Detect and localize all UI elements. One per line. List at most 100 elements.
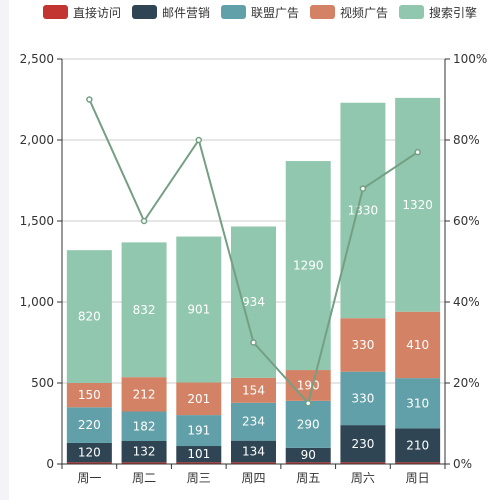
- legend-item[interactable]: 视频广告: [310, 5, 388, 20]
- bar-segment[interactable]: [395, 462, 441, 464]
- line-point[interactable]: [86, 96, 93, 103]
- bar-value-label: 191: [187, 424, 210, 438]
- bar-segment[interactable]: [121, 462, 167, 464]
- bar-segment[interactable]: [285, 400, 331, 448]
- y-tick-label: 2,000: [20, 133, 54, 147]
- bar-value-label: 820: [78, 310, 101, 324]
- bar-segment[interactable]: [66, 442, 112, 463]
- legend-item[interactable]: 联盟广告: [221, 5, 299, 20]
- bar-segment[interactable]: [176, 462, 222, 464]
- bar-segment[interactable]: [121, 242, 167, 378]
- y2-tick-label: 80%: [453, 133, 480, 147]
- bar-segment[interactable]: [340, 425, 386, 463]
- y2-tick-label: 60%: [453, 214, 480, 228]
- bar-value-label: 132: [133, 445, 156, 459]
- legend-label: 搜索引擎: [429, 5, 477, 20]
- line-point[interactable]: [250, 339, 257, 346]
- y-tick-label: 2,500: [20, 52, 54, 66]
- left-edge-strip: [0, 0, 9, 500]
- legend-label: 联盟广告: [251, 6, 299, 20]
- bar-segment[interactable]: [231, 377, 276, 403]
- bar-segment[interactable]: [340, 371, 386, 426]
- bar-value-label: 330: [351, 338, 374, 352]
- legend-item[interactable]: 搜索引擎: [399, 5, 477, 20]
- bar-value-label: 410: [406, 338, 429, 352]
- bar-value-label: 934: [242, 295, 265, 309]
- x-tick-label: 周五: [296, 471, 320, 485]
- bar-value-label: 182: [133, 419, 156, 433]
- legend-swatch: [399, 5, 424, 19]
- bar-value-label: 190: [297, 378, 320, 392]
- bar-segment[interactable]: [121, 377, 167, 412]
- bar-value-label: 1330: [348, 203, 379, 217]
- bar-segment[interactable]: [176, 446, 222, 463]
- bar-value-label: 230: [351, 437, 374, 451]
- bar-segment[interactable]: [395, 378, 441, 429]
- legend-item[interactable]: 直接访问: [43, 5, 121, 20]
- bar-segment[interactable]: [395, 428, 441, 463]
- legend-label: 视频广告: [340, 5, 388, 20]
- bar-segment[interactable]: [121, 440, 167, 463]
- axes: 0 500 1,000 1,500 2,000 2,500 0% 20% 40% 60% 80% 10…: [20, 52, 488, 485]
- legend-label: 邮件营销: [162, 6, 210, 20]
- bar-segment[interactable]: [66, 250, 112, 383]
- x-tick-label: 周三: [187, 471, 211, 485]
- bar-segment[interactable]: [121, 411, 167, 441]
- bar-value-label: 90: [301, 448, 316, 462]
- bar-value-label: 210: [406, 438, 429, 452]
- bar-segment[interactable]: [176, 382, 222, 416]
- bar-value-label: 832: [133, 303, 156, 317]
- bar-segment[interactable]: [340, 102, 386, 319]
- bar-value-label: 212: [133, 387, 156, 401]
- x-tick-label: 周日: [406, 471, 430, 485]
- bar-segment[interactable]: [285, 462, 331, 464]
- bar-value-label: 134: [242, 445, 265, 459]
- bars: [66, 97, 441, 464]
- bar-value-label: 330: [351, 391, 374, 405]
- x-tick-label: 周二: [132, 471, 156, 485]
- legend-swatch: [221, 5, 246, 19]
- bar-segment[interactable]: [285, 447, 331, 463]
- bar-value-label: 1290: [293, 259, 324, 273]
- y2-tick-label: 0%: [453, 457, 472, 471]
- y-tick-label: 1,000: [20, 295, 54, 309]
- bar-value-label: 234: [242, 415, 265, 429]
- bar-segment[interactable]: [395, 97, 441, 312]
- line-point[interactable]: [414, 148, 421, 156]
- bar-segment[interactable]: [66, 407, 112, 443]
- legend-item[interactable]: 邮件营销: [132, 5, 210, 20]
- bar-value-label: 310: [406, 396, 429, 410]
- legend-swatch: [43, 5, 68, 19]
- line-point[interactable]: [140, 217, 148, 225]
- y2-tick-label: 20%: [453, 376, 480, 390]
- y-tick-label: 0: [46, 457, 54, 471]
- line-point[interactable]: [304, 400, 312, 407]
- bar-segment[interactable]: [66, 462, 112, 464]
- bar-segment[interactable]: [340, 318, 386, 372]
- bar-value-label: 220: [78, 418, 101, 432]
- line-point[interactable]: [195, 136, 203, 144]
- bar-value-label: 201: [187, 392, 210, 406]
- bar-segment[interactable]: [231, 462, 276, 464]
- line-series: [86, 96, 421, 407]
- bar-segment[interactable]: [395, 311, 441, 379]
- bar-segment[interactable]: [285, 161, 331, 371]
- x-tick-label: 周一: [77, 471, 101, 485]
- legend: 直接访问 邮件营销 联盟广告 视频广告 搜索引擎: [43, 5, 477, 20]
- legend-swatch: [132, 5, 157, 19]
- bar-value-label: 154: [242, 383, 265, 397]
- bar-segment[interactable]: [176, 236, 222, 383]
- bar-segment[interactable]: [66, 383, 112, 408]
- line-point[interactable]: [359, 185, 367, 192]
- bar-value-label: 150: [78, 388, 101, 402]
- y-tick-label: 1,500: [20, 214, 54, 228]
- bar-segment[interactable]: [176, 415, 222, 447]
- bar-segment[interactable]: [340, 462, 386, 464]
- legend-label: 直接访问: [73, 5, 121, 20]
- bar-segment[interactable]: [231, 440, 276, 463]
- bar-value-label: 290: [297, 417, 320, 431]
- bar-segment[interactable]: [231, 402, 276, 441]
- y2-tick-label: 100%: [453, 52, 487, 66]
- bar-segment[interactable]: [231, 226, 276, 378]
